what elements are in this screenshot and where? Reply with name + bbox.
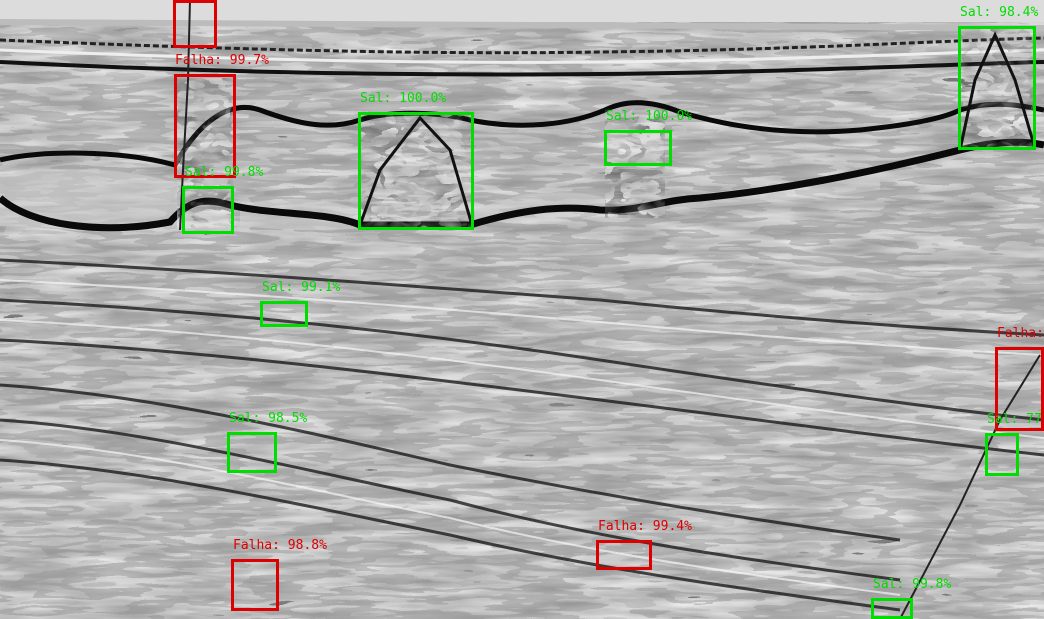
sal-left-mid-label: Sal: 99.8% [185,165,264,180]
falha-988-box [231,559,279,611]
falha-right-label: Falha: [997,326,1044,341]
sal-991-label: Sal: 99.1% [262,280,341,295]
sal-dome-2-box [604,130,672,166]
falha-988-label: Falha: 98.8% [233,538,327,553]
sal-left-mid-box [182,186,234,234]
sal-right-77-label: Sal: 77 [987,412,1042,427]
sal-bottom-box [871,598,913,619]
sal-985-label: Sal: 98.5% [229,411,308,426]
falha-top-box [173,0,217,48]
falha-994-label: Falha: 99.4% [598,519,692,534]
falha-right-box [995,347,1044,431]
sal-985-box [227,432,277,473]
sal-bottom-label: Sal: 99.8% [873,577,952,592]
sal-dome-1-label: Sal: 100.0% [360,91,447,106]
sal-dome-1-box [358,112,474,230]
sal-right-77-box [985,433,1019,476]
sal-top-right-box [958,26,1036,150]
falha-left-box [174,74,236,178]
sal-991-box [260,301,308,327]
falha-left-label: Falha: 99.7% [175,53,269,68]
falha-994-box [596,540,652,570]
sal-dome-2-label: Sal: 100.0% [606,109,693,124]
sal-top-right-label: Sal: 98.4% [960,5,1039,20]
